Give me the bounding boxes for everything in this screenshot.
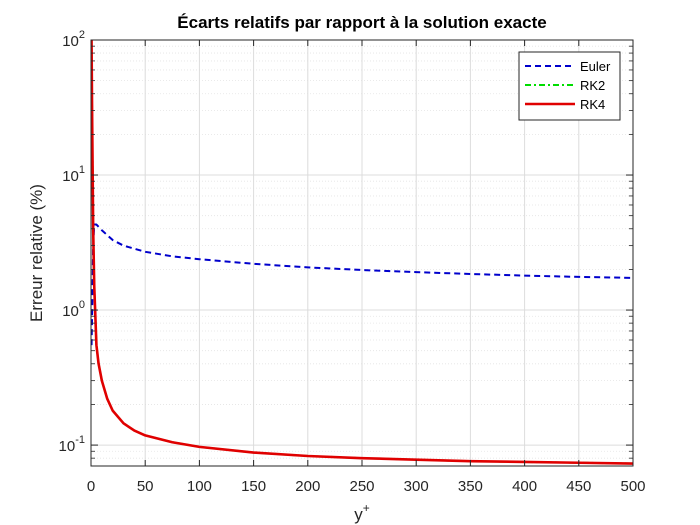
x-tick-label: 350 [458, 478, 483, 495]
legend-label-rk4: RK4 [580, 97, 605, 112]
x-tick-label: 200 [295, 478, 320, 495]
legend-label-rk2: RK2 [580, 78, 605, 93]
x-tick-label: 300 [404, 478, 429, 495]
x-tick-label: 100 [187, 478, 212, 495]
x-axis-label-main: y [354, 505, 363, 524]
y-tick-label: 10-1 [59, 434, 85, 455]
y-tick-label: 100 [62, 299, 85, 320]
series-layer [91, 40, 633, 465]
x-tick-label: 250 [349, 478, 374, 495]
y-tick-labels: 10-1 100 101 102 [59, 29, 85, 455]
x-axis-label: y+ [354, 501, 370, 524]
x-tick-label: 50 [137, 478, 154, 495]
chart-title: Écarts relatifs par rapport à la solutio… [177, 13, 546, 32]
y-tick-label: 102 [62, 29, 85, 50]
series-line-rk4 [91, 40, 633, 465]
x-axis-label-superscript: + [363, 501, 370, 515]
ticks [90, 39, 634, 466]
legend-label-euler: Euler [580, 59, 611, 74]
legend: Euler RK2 RK4 [518, 51, 621, 121]
x-tick-label: 400 [512, 478, 537, 495]
x-tick-label: 450 [566, 478, 591, 495]
x-tick-labels: 0 50 100 150 200 250 300 350 400 450 500 [87, 478, 646, 495]
y-tick-label: 101 [62, 164, 85, 185]
x-tick-label: 0 [87, 478, 95, 495]
x-tick-label: 150 [241, 478, 266, 495]
x-tick-label: 500 [620, 478, 645, 495]
y-axis-label: Erreur relative (%) [27, 184, 46, 322]
